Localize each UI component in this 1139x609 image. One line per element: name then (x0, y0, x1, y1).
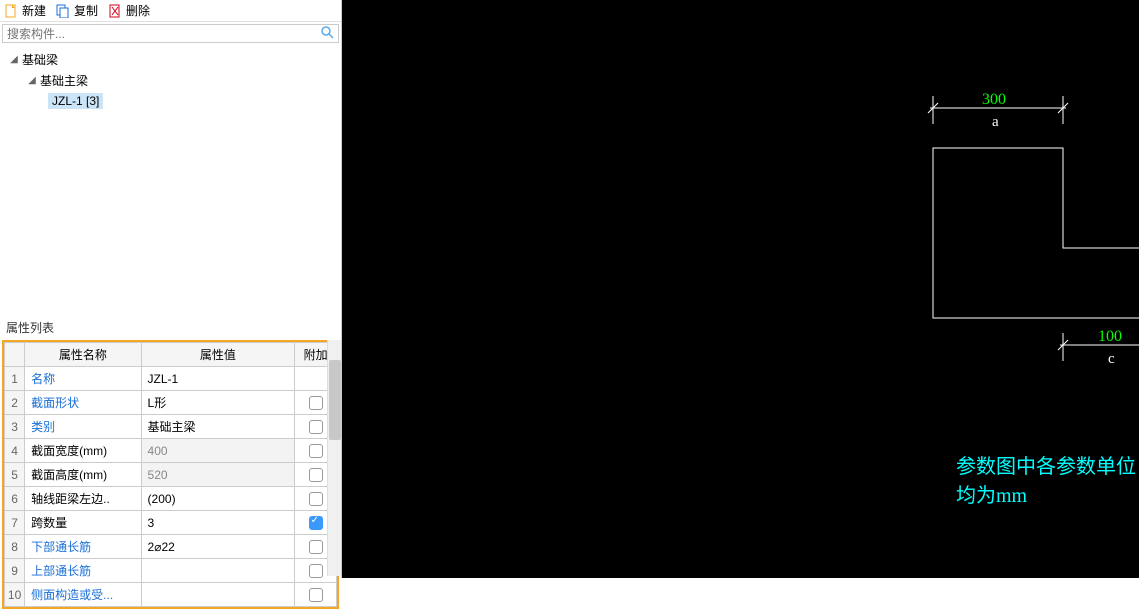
prop-name: 类别 (25, 415, 141, 439)
tree-leaf-label: JZL-1 [3] (48, 93, 103, 109)
checkbox[interactable] (309, 444, 323, 458)
prop-name: 截面高度(mm) (25, 463, 141, 487)
new-label: 新建 (22, 2, 46, 19)
dim-a-value: 300 (982, 91, 1006, 108)
row-num: 8 (5, 535, 25, 559)
checkbox[interactable] (309, 468, 323, 482)
prop-name: 截面形状 (25, 391, 141, 415)
table-row[interactable]: 10侧面构造或受... (5, 583, 337, 607)
col-value: 属性值 (141, 343, 295, 367)
row-num: 4 (5, 439, 25, 463)
row-num: 10 (5, 583, 25, 607)
tree-leaf[interactable]: JZL-1 [3] (0, 91, 341, 111)
checkbox[interactable] (309, 516, 323, 530)
prop-value[interactable]: 2⌀22 (141, 535, 295, 559)
prop-value[interactable]: JZL-1 (141, 367, 295, 391)
prop-name: 跨数量 (25, 511, 141, 535)
tree-child[interactable]: ◢ 基础主梁 (0, 70, 341, 91)
row-num: 9 (5, 559, 25, 583)
delete-label: 删除 (126, 2, 150, 19)
row-num: 5 (5, 463, 25, 487)
dim-c-value: 100 (1098, 328, 1122, 345)
search-icon[interactable] (320, 25, 334, 42)
delete-button[interactable]: 删除 (108, 2, 150, 19)
component-tree: ◢ 基础梁 ◢ 基础主梁 JZL-1 [3] (0, 45, 341, 315)
row-num: 6 (5, 487, 25, 511)
checkbox[interactable] (309, 492, 323, 506)
table-row[interactable]: 3类别基础主梁 (5, 415, 337, 439)
prop-name: 截面宽度(mm) (25, 439, 141, 463)
checkbox[interactable] (309, 564, 323, 578)
new-button[interactable]: 新建 (4, 2, 46, 19)
prop-value[interactable]: 520 (141, 463, 295, 487)
collapse-icon[interactable]: ◢ (8, 54, 20, 66)
prop-value[interactable]: 基础主梁 (141, 415, 295, 439)
copy-button[interactable]: 复制 (56, 2, 98, 19)
delete-icon (108, 4, 122, 18)
shape-outline (933, 148, 1139, 318)
prop-value[interactable] (141, 559, 295, 583)
checkbox[interactable] (309, 420, 323, 434)
dim-a-label: a (992, 114, 999, 130)
col-name: 属性名称 (25, 343, 141, 367)
property-table: 属性名称 属性值 附加 1名称JZL-12截面形状L形3类别基础主梁4截面宽度(… (2, 340, 339, 609)
collapse-icon[interactable]: ◢ (26, 75, 38, 87)
prop-name: 侧面构造或受... (25, 583, 141, 607)
tree-root[interactable]: ◢ 基础梁 (0, 49, 341, 70)
prop-value[interactable]: L形 (141, 391, 295, 415)
checkbox[interactable] (309, 540, 323, 554)
tree-child-label: 基础主梁 (40, 72, 88, 89)
scroll-thumb[interactable] (329, 360, 341, 440)
prop-name: 上部通长筋 (25, 559, 141, 583)
row-num: 3 (5, 415, 25, 439)
dim-c-label: c (1108, 351, 1115, 367)
checkbox[interactable] (309, 588, 323, 602)
table-row[interactable]: 7跨数量3 (5, 511, 337, 535)
prop-value[interactable]: 3 (141, 511, 295, 535)
property-list-header: 属性列表 (0, 315, 341, 340)
table-row[interactable]: 2截面形状L形 (5, 391, 337, 415)
table-row[interactable]: 4截面宽度(mm)400 (5, 439, 337, 463)
tree-root-label: 基础梁 (22, 51, 58, 68)
copy-icon (56, 4, 70, 18)
col-num (5, 343, 25, 367)
new-icon (4, 4, 18, 18)
prop-value[interactable] (141, 583, 295, 607)
prop-extra[interactable] (295, 583, 337, 607)
prop-name: 轴线距梁左边.. (25, 487, 141, 511)
copy-label: 复制 (74, 2, 98, 19)
row-num: 1 (5, 367, 25, 391)
table-row[interactable]: 9上部通长筋 (5, 559, 337, 583)
scrollbar[interactable] (327, 340, 341, 576)
table-row[interactable]: 8下部通长筋2⌀22 (5, 535, 337, 559)
checkbox[interactable] (309, 396, 323, 410)
toolbar: 新建 复制 删除 (0, 0, 341, 22)
prop-value[interactable]: (200) (141, 487, 295, 511)
prop-name: 名称 (25, 367, 141, 391)
table-row[interactable]: 1名称JZL-1 (5, 367, 337, 391)
table-row[interactable]: 5截面高度(mm)520 (5, 463, 337, 487)
row-num: 2 (5, 391, 25, 415)
prop-name: 下部通长筋 (25, 535, 141, 559)
table-row[interactable]: 6轴线距梁左边..(200) (5, 487, 337, 511)
search-input[interactable] (7, 27, 320, 41)
search-row (2, 24, 339, 43)
cad-viewport[interactable]: 300 a 400 b 120 d 100 c 参数图中各参数单位均为mm (342, 0, 1139, 578)
unit-note: 参数图中各参数单位均为mm (956, 450, 1139, 508)
row-num: 7 (5, 511, 25, 535)
prop-value[interactable]: 400 (141, 439, 295, 463)
